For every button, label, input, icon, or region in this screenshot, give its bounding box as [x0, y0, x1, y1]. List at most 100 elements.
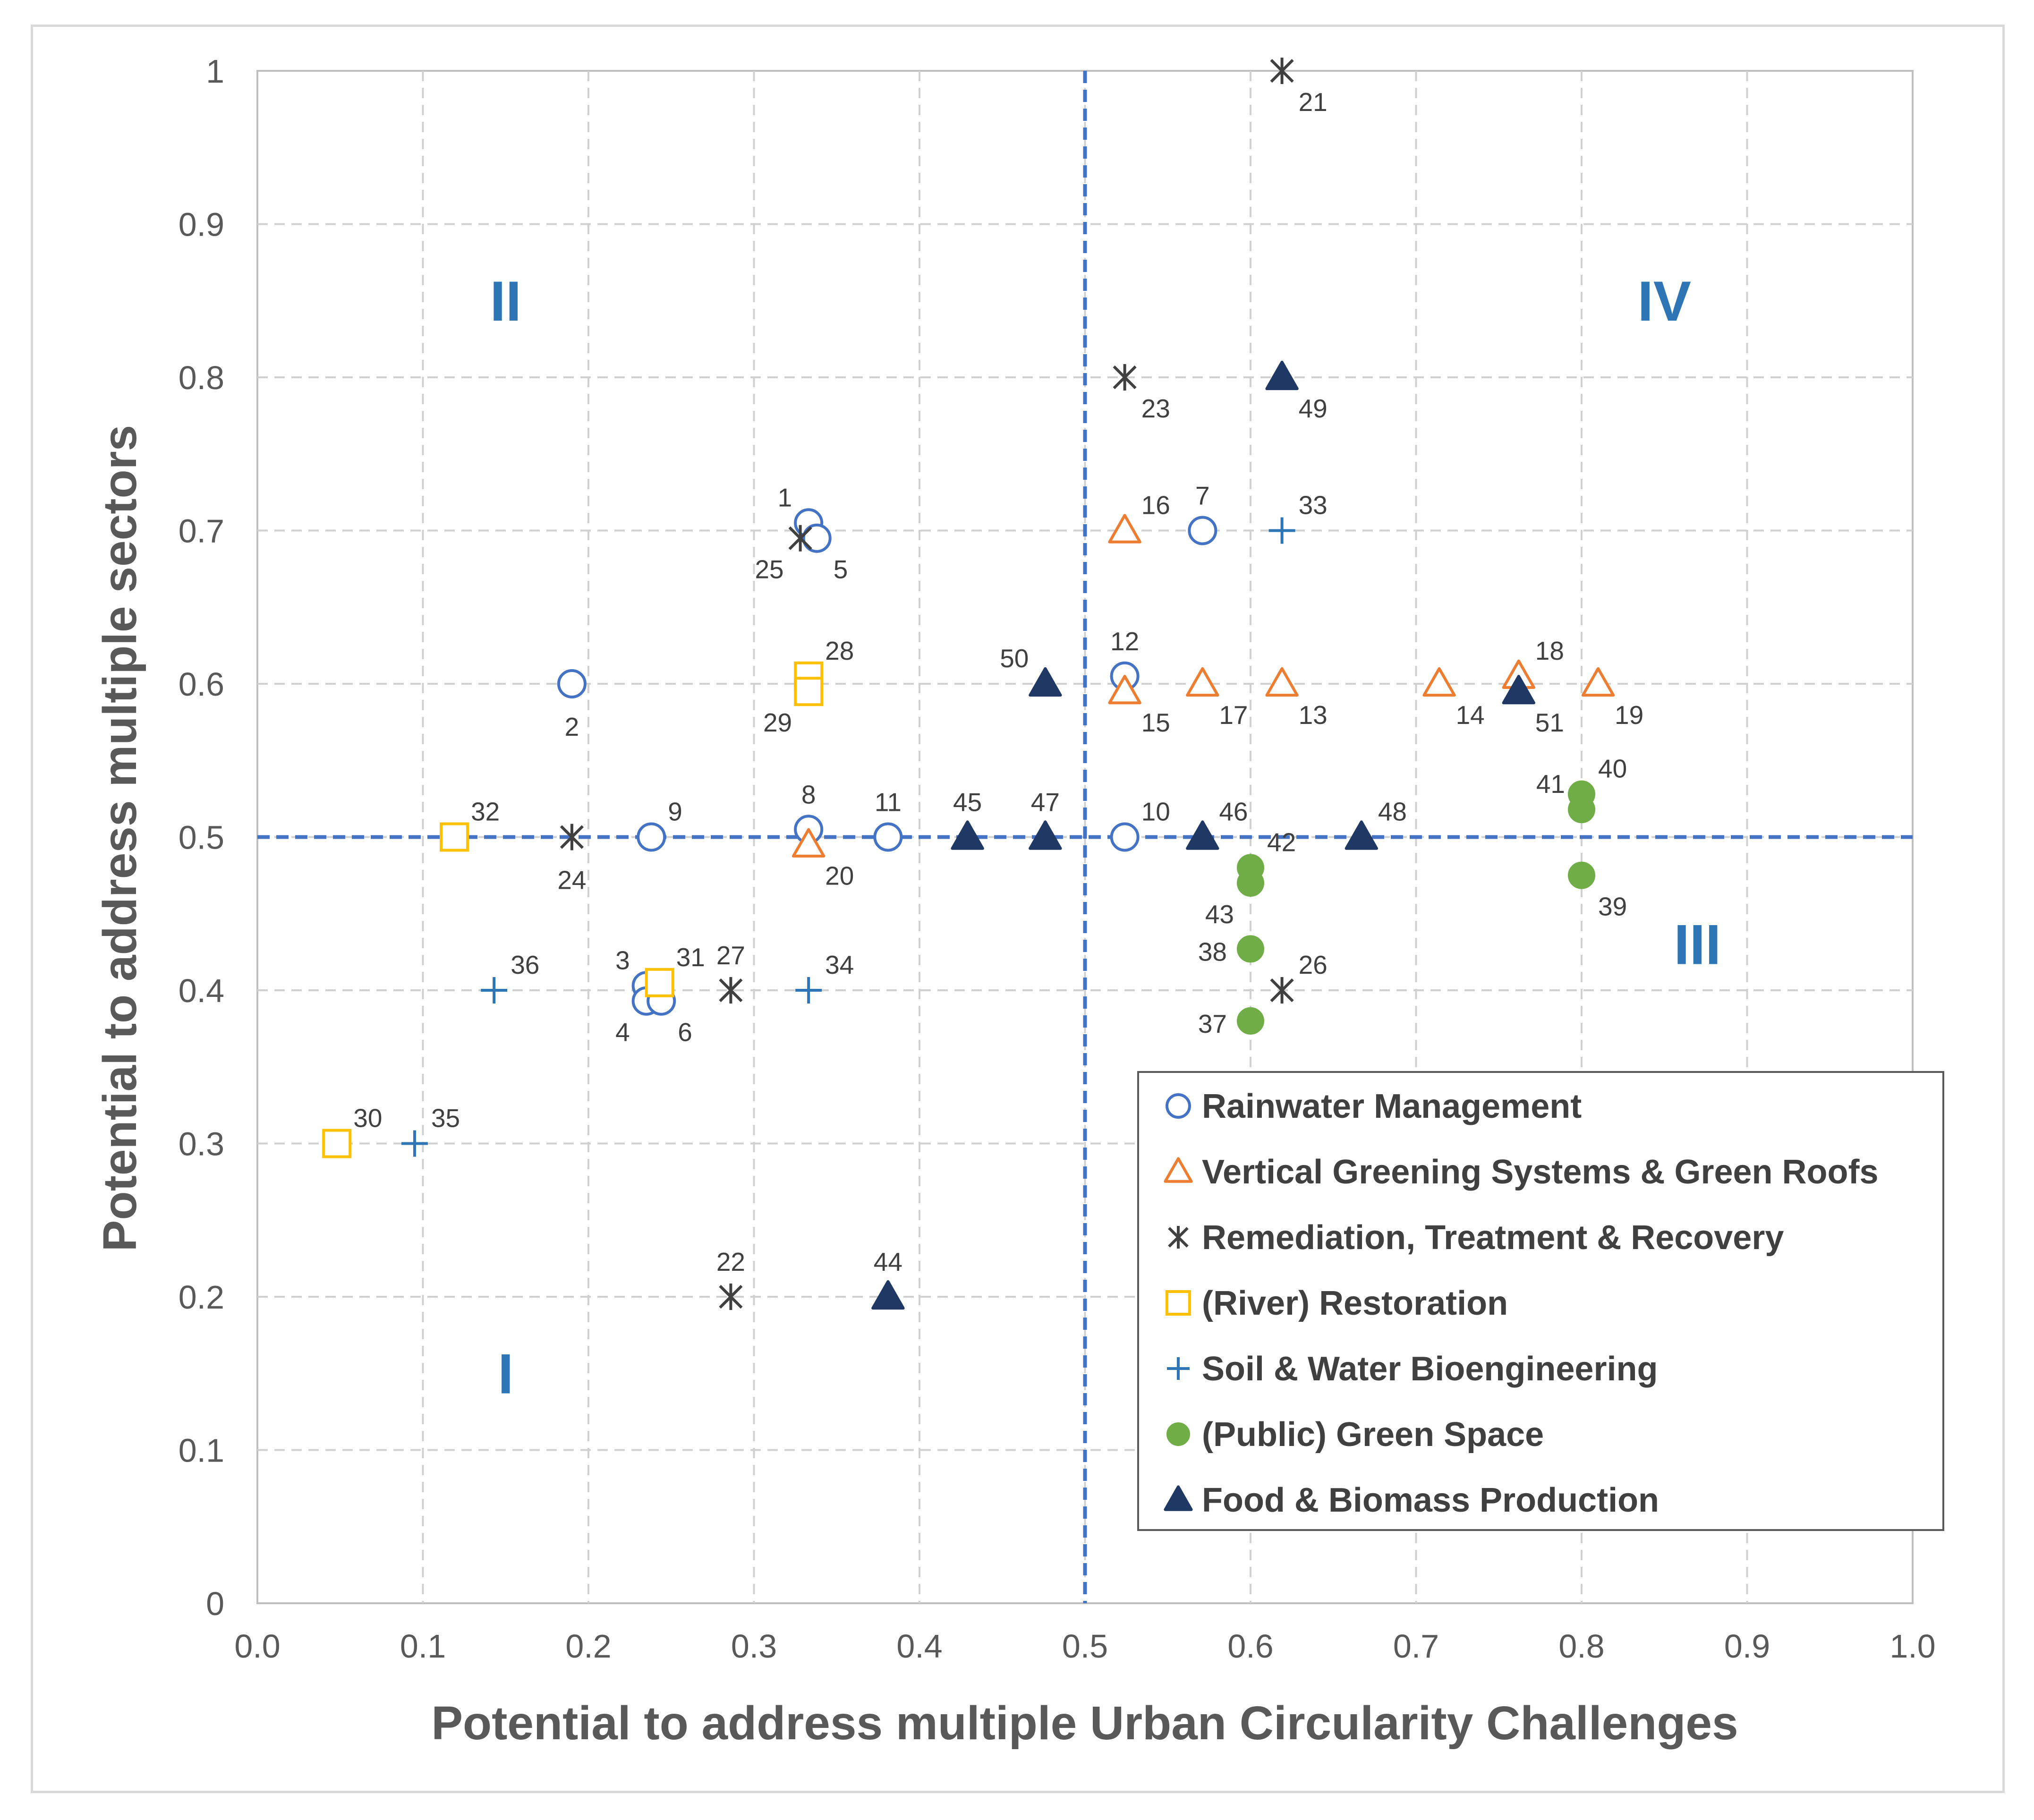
legend-box [1137, 1071, 1944, 1531]
data-points [322, 58, 1615, 1310]
y-tick-label: 0.5 [179, 819, 224, 856]
legend-label: (River) Restoration [1202, 1284, 1508, 1322]
point-label: 42 [1267, 827, 1296, 857]
legend-label: Rainwater Management [1202, 1088, 1582, 1125]
data-point [1108, 675, 1141, 705]
point-label: 21 [1299, 87, 1328, 117]
point-label: 19 [1615, 700, 1643, 730]
legend-marker [1168, 1226, 1189, 1249]
data-point [1113, 364, 1137, 391]
point-label: 7 [1195, 481, 1210, 510]
x-tick-label: 1.0 [1889, 1628, 1935, 1665]
legend: Rainwater Management Vertical Greening Sy… [1137, 1071, 1944, 1531]
x-tick-label: 0.7 [1393, 1628, 1439, 1665]
legend-marker [1166, 1422, 1190, 1446]
legend-marker [1166, 1093, 1191, 1119]
y-tick-label: 0.1 [179, 1432, 224, 1469]
point-label: 45 [953, 788, 982, 817]
point-label: 34 [825, 950, 854, 979]
point-label: 12 [1110, 627, 1139, 656]
data-point [1237, 935, 1264, 963]
data-point [1186, 667, 1219, 697]
point-label: 18 [1535, 636, 1564, 665]
data-point [1568, 861, 1595, 889]
point-label: 41 [1536, 769, 1565, 799]
point-label: 27 [716, 941, 745, 970]
data-point [794, 677, 824, 706]
point-label: 38 [1198, 937, 1227, 966]
legend-marker [1166, 1290, 1191, 1316]
data-point [1568, 796, 1595, 824]
data-point [1110, 822, 1140, 852]
data-point [440, 822, 469, 852]
data-point [1270, 977, 1294, 1004]
legend-label: (Public) Green Space [1202, 1416, 1544, 1454]
y-tick-label: 1 [206, 53, 224, 90]
point-label: 51 [1535, 708, 1564, 737]
point-label: 23 [1141, 394, 1170, 423]
point-label: 3 [615, 945, 630, 975]
data-point [795, 977, 822, 1004]
data-point [1237, 1007, 1264, 1035]
data-point [401, 1130, 428, 1157]
point-label: 20 [825, 861, 854, 891]
x-tick-label: 0.6 [1227, 1628, 1273, 1665]
point-label: 43 [1205, 900, 1234, 929]
data-point [1345, 820, 1379, 850]
point-label: 39 [1598, 892, 1627, 921]
x-tick-label: 0.5 [1062, 1628, 1108, 1665]
legend-label: Food & Biomass Production [1202, 1481, 1659, 1519]
data-point [802, 523, 832, 553]
point-label: 33 [1299, 491, 1328, 520]
quadrant-label: IV [1638, 270, 1691, 333]
point-label: 15 [1141, 708, 1170, 737]
y-tick-label: 0.3 [179, 1126, 224, 1163]
data-point [719, 977, 743, 1004]
point-label: 17 [1219, 700, 1248, 730]
x-tick-label: 0.4 [896, 1628, 942, 1665]
x-tick-label: 0.2 [565, 1628, 611, 1665]
point-label: 6 [678, 1018, 692, 1047]
point-label: 13 [1299, 700, 1328, 730]
data-point [1029, 820, 1062, 850]
legend-label: Soil & Water Bioengineering [1202, 1350, 1658, 1388]
point-label: 29 [763, 708, 792, 737]
point-label: 37 [1198, 1009, 1227, 1038]
point-label: 46 [1219, 797, 1248, 826]
point-label: 16 [1141, 491, 1170, 520]
y-tick-label: 0.9 [179, 206, 224, 243]
point-label: 49 [1299, 394, 1328, 423]
point-label: 44 [874, 1247, 902, 1276]
data-point [873, 822, 903, 852]
data-point [322, 1129, 352, 1158]
data-point [788, 525, 812, 552]
point-label: 8 [801, 780, 816, 809]
x-tick-label: 0.3 [731, 1628, 777, 1665]
data-point [1029, 667, 1062, 697]
y-axis-title: Potential to address multiple sectors [94, 425, 146, 1251]
y-tick-label: 0.6 [179, 666, 224, 703]
data-point [1188, 516, 1217, 545]
y-tick-label: 0.7 [179, 513, 224, 550]
y-tick-label: 0.2 [179, 1279, 224, 1316]
data-point [791, 828, 826, 858]
point-label: 36 [511, 950, 539, 979]
legend-label: Vertical Greening Systems & Green Roofs [1202, 1153, 1879, 1191]
data-point [1502, 675, 1536, 705]
x-tick-label: 0.1 [400, 1628, 446, 1665]
x-tick-label: 0.9 [1724, 1628, 1770, 1665]
point-label: 50 [1000, 644, 1029, 673]
point-label: 2 [565, 712, 579, 741]
y-tick-label: 0.4 [179, 972, 224, 1009]
quadrant-label: III [1674, 913, 1721, 977]
quadrant-label: II [490, 270, 521, 333]
point-label: 4 [615, 1018, 630, 1047]
x-axis-title: Potential to address multiple Urban Circ… [431, 1697, 1738, 1750]
data-point [557, 669, 587, 698]
point-label: 1 [778, 483, 792, 512]
point-label: 10 [1141, 797, 1170, 826]
x-tick-label: 0.8 [1558, 1628, 1604, 1665]
